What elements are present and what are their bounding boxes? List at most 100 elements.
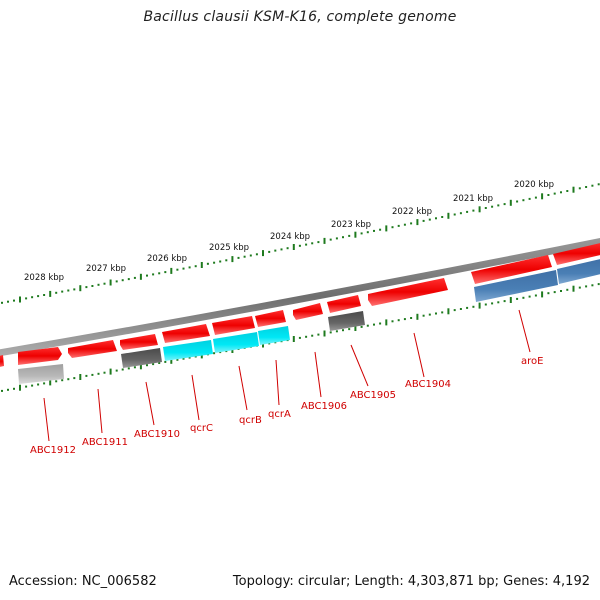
scale-dot bbox=[560, 191, 562, 194]
gene-block[interactable] bbox=[18, 364, 64, 384]
gene-arrow[interactable] bbox=[212, 316, 255, 335]
scale-dot bbox=[403, 223, 406, 226]
scale-dot bbox=[491, 205, 494, 208]
scale-labels: 2028 kbp 2027 kbp 2026 kbp 2025 kbp 2024… bbox=[24, 180, 554, 283]
scale-dot bbox=[379, 228, 382, 231]
scale-dot bbox=[422, 219, 425, 222]
scale-tick bbox=[416, 313, 419, 320]
scale-dot bbox=[391, 320, 394, 323]
genome-backbone bbox=[0, 237, 600, 357]
scale-dot bbox=[55, 291, 58, 294]
scale-dot bbox=[298, 244, 301, 247]
map-title: Bacillus clausii KSM-K16, complete genom… bbox=[143, 9, 457, 25]
scale-tick bbox=[572, 186, 575, 193]
kbp-label: 2020 kbp bbox=[514, 180, 554, 190]
gene-arrow[interactable] bbox=[255, 310, 286, 327]
scale-dot bbox=[360, 325, 363, 328]
scale-dot bbox=[37, 383, 40, 386]
scale-dot bbox=[379, 322, 382, 325]
kbp-label: 2022 kbp bbox=[392, 207, 432, 217]
gene-arrow[interactable] bbox=[327, 295, 361, 313]
scale-dot bbox=[428, 313, 431, 316]
gene-block[interactable] bbox=[163, 340, 213, 361]
scale-dot bbox=[121, 368, 124, 371]
gene-arrow[interactable] bbox=[120, 334, 158, 350]
gene-block[interactable] bbox=[557, 258, 600, 284]
scale-dot bbox=[61, 379, 64, 382]
scale-dot bbox=[43, 382, 46, 385]
scale-dot bbox=[516, 297, 519, 300]
scale-dot bbox=[503, 203, 506, 206]
scale-dot bbox=[497, 204, 500, 207]
scale-dot bbox=[146, 274, 148, 277]
scale-tick bbox=[541, 193, 544, 200]
scale-dot bbox=[286, 247, 289, 250]
scale-dot bbox=[528, 197, 531, 200]
scale-dot bbox=[591, 284, 594, 287]
scale-dot bbox=[255, 253, 258, 256]
gene-arrow[interactable] bbox=[368, 278, 448, 306]
gene-block[interactable] bbox=[328, 311, 365, 331]
gene-block[interactable] bbox=[258, 326, 290, 345]
scale-dot bbox=[176, 358, 179, 361]
scale-dot bbox=[547, 194, 550, 196]
gene-block[interactable] bbox=[474, 270, 558, 302]
scale-dot bbox=[176, 268, 179, 271]
scale-tick bbox=[509, 297, 512, 303]
scale-dot bbox=[237, 256, 240, 259]
scale-dot bbox=[7, 388, 9, 391]
scale-tick bbox=[79, 374, 82, 380]
scale-dot bbox=[97, 283, 100, 286]
scale-dot bbox=[121, 279, 124, 282]
scale-dot bbox=[158, 362, 161, 364]
leader-line bbox=[518, 309, 531, 353]
scale-dot bbox=[459, 308, 462, 310]
gene-arrow[interactable] bbox=[18, 347, 62, 365]
scale-dot bbox=[585, 285, 588, 288]
scale-tick bbox=[572, 285, 575, 292]
scale-tick bbox=[231, 256, 234, 263]
scale-dot bbox=[459, 212, 462, 215]
scale-dot bbox=[335, 237, 338, 240]
scale-tick bbox=[49, 379, 52, 386]
kbp-label: 2028 kbp bbox=[24, 273, 64, 283]
scale-dot bbox=[158, 272, 161, 275]
scale-dot bbox=[152, 273, 155, 276]
scale-tick bbox=[139, 363, 142, 370]
scale-tick bbox=[541, 291, 544, 298]
scale-dot bbox=[182, 267, 185, 270]
gene-label-abc1904: ABC1904 bbox=[405, 379, 451, 390]
gene-block[interactable] bbox=[213, 332, 259, 353]
scale-tick bbox=[385, 225, 388, 232]
gene-arrow[interactable] bbox=[471, 255, 552, 284]
scale-dot bbox=[1, 389, 3, 392]
scale-dot bbox=[585, 186, 588, 188]
scale-dot bbox=[428, 218, 431, 221]
scale-dot bbox=[560, 290, 562, 292]
scale-dot bbox=[391, 226, 394, 229]
scale-dot bbox=[103, 371, 106, 374]
scale-dot bbox=[484, 303, 487, 306]
gene-arrow[interactable] bbox=[162, 324, 210, 343]
scale-tick bbox=[416, 219, 419, 226]
gene-arrow[interactable] bbox=[553, 242, 600, 265]
gene-block[interactable] bbox=[121, 348, 162, 368]
scale-dot bbox=[249, 254, 252, 257]
scale-dot bbox=[497, 301, 500, 304]
gene-arrow[interactable] bbox=[68, 340, 117, 358]
gene-arrow[interactable] bbox=[0, 355, 4, 368]
scale-dot bbox=[373, 323, 375, 326]
scale-dot bbox=[516, 200, 519, 203]
gene-arrow[interactable] bbox=[293, 303, 323, 320]
gene-label-abc1911: ABC1911 bbox=[82, 437, 128, 448]
scale-dot bbox=[472, 305, 475, 308]
scale-dot bbox=[298, 336, 301, 339]
scale-dot bbox=[342, 236, 344, 239]
leader-line bbox=[43, 397, 50, 442]
scale-dot bbox=[280, 248, 283, 251]
scale-dot bbox=[597, 283, 600, 286]
scale-dot bbox=[115, 280, 118, 283]
scale-dot bbox=[85, 374, 88, 377]
leader-line bbox=[238, 365, 248, 411]
